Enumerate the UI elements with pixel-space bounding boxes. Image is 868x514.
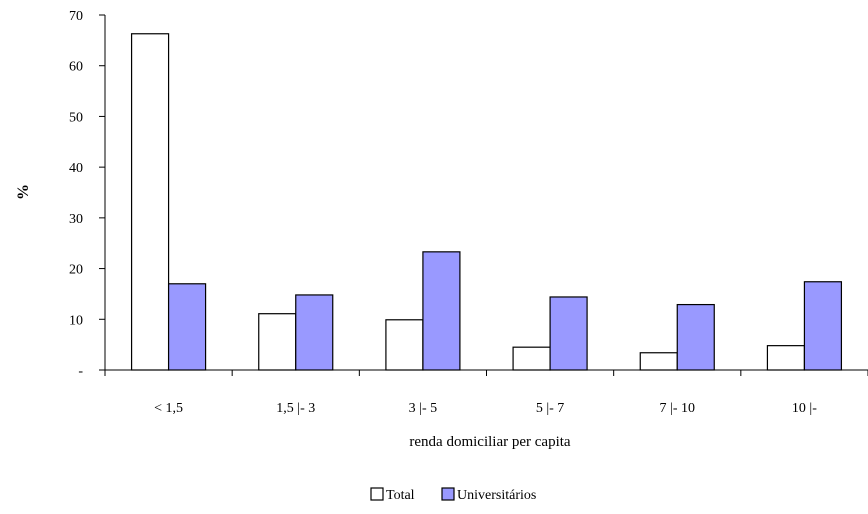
x-axis-title: renda domiciliar per capita — [409, 434, 571, 450]
y-axis: - 10 20 30 40 50 60 70 — [69, 9, 106, 379]
legend-swatch — [441, 487, 455, 501]
bar-universitarios — [422, 251, 461, 371]
bar-universitarios — [549, 296, 588, 371]
bar-total — [639, 352, 678, 371]
legend-swatch — [370, 487, 384, 501]
x-axis: < 1,5 1,5 |- 3 3 |- 5 5 |- 7 7 |- 10 10 |- — [104, 369, 868, 416]
y-tick-label: 30 — [69, 212, 83, 227]
y-tick-label: 20 — [69, 263, 83, 278]
y-tick-label: 70 — [69, 9, 83, 24]
bar-universitarios — [803, 281, 843, 371]
bar-total — [385, 319, 424, 371]
x-tick-label: 1,5 |- 3 — [276, 401, 315, 416]
y-tick-label: 50 — [69, 110, 83, 125]
bar-total — [130, 33, 170, 371]
bar-total — [766, 345, 806, 371]
y-tick-label: - — [78, 364, 83, 379]
x-tick-label: 7 |- 10 — [660, 401, 695, 416]
bar-universitarios — [295, 294, 334, 371]
legend: Total Universitários — [370, 487, 536, 503]
x-tick-label: < 1,5 — [154, 401, 183, 416]
bars — [130, 33, 843, 371]
x-tick-label: 3 |- 5 — [409, 401, 437, 416]
bar-total — [258, 313, 297, 371]
y-tick-label: 10 — [69, 313, 83, 328]
y-axis-title: % — [15, 184, 32, 200]
bar-universitarios — [676, 303, 715, 371]
legend-label: Universitários — [457, 488, 536, 503]
y-tick-label: 40 — [69, 161, 83, 176]
bar-total — [512, 346, 551, 371]
x-tick-label: 10 |- — [792, 401, 817, 416]
bar-universitarios — [167, 283, 207, 371]
y-tick-label: 60 — [69, 60, 83, 75]
legend-label: Total — [386, 488, 415, 503]
x-tick-label: 5 |- 7 — [536, 401, 564, 416]
